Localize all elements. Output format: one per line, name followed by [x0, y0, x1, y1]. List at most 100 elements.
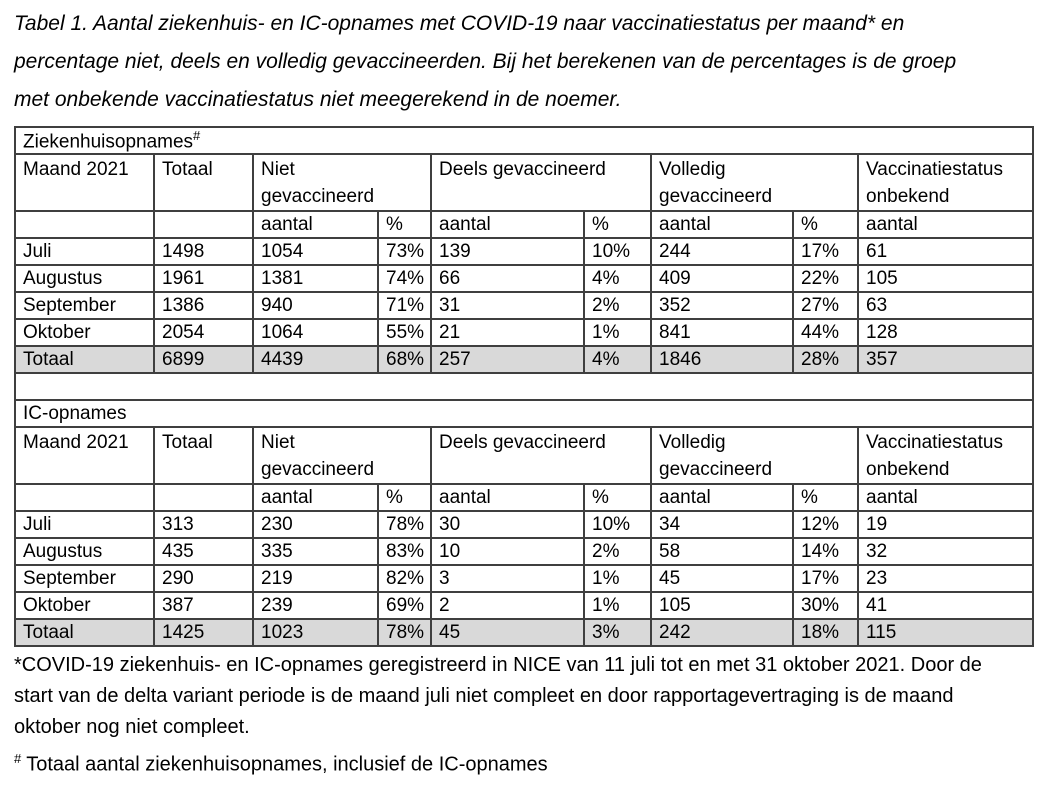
header-fully-vaccinated-label: Volledig gevaccineerd [659, 159, 773, 208]
header-month: Maand 2021 [14, 153, 155, 213]
header-partly-vaccinated: Deels gevaccineerd [430, 426, 652, 486]
percent-cell: 4% [583, 264, 652, 294]
table-row-ic-augustus: Augustus 435 335 83% 10 2% 58 14% 32 [14, 537, 1035, 567]
caption-line-1: Tabel 1. Aantal ziekenhuis- en IC-opname… [14, 12, 905, 35]
percent-cell: 10% [583, 510, 652, 540]
count-cell: 242 [650, 618, 794, 648]
percent-cell: 69% [377, 591, 432, 621]
percent-cell: 30% [792, 591, 859, 621]
table-row-hospital-totaal: Totaal 6899 4439 68% 257 4% 1846 28% 357 [14, 345, 1035, 375]
table-row-ic-september: September 290 219 82% 3 1% 45 17% 23 [14, 564, 1035, 594]
footnote-hash-text: Totaal aantal ziekenhuisopnames, inclusi… [26, 753, 548, 776]
percent-cell: 44% [792, 318, 859, 348]
count-cell: 23 [856, 564, 1035, 594]
hospital-section-title-cell: Ziekenhuisopnames# [13, 125, 1035, 156]
percent-cell: 55% [377, 318, 432, 348]
caption-line-3: met onbekende vaccinatiestatus niet meeg… [14, 88, 622, 111]
month-cell: Augustus [14, 537, 155, 567]
count-cell: 230 [252, 510, 379, 540]
table-row-hospital-juli: Juli 1498 1054 73% 139 10% 244 17% 61 [14, 237, 1035, 267]
percent-cell: 17% [792, 564, 859, 594]
count-cell: 21 [430, 318, 585, 348]
total-cell: 1425 [153, 618, 254, 648]
ic-section-title: IC-opnames [23, 402, 127, 424]
count-cell: 1023 [252, 618, 379, 648]
percent-cell: 14% [792, 537, 859, 567]
ic-header-row: Maand 2021 Totaal Niet gevaccineerd Deel… [14, 426, 1035, 486]
total-cell: 6899 [153, 345, 254, 375]
table-row-ic-totaal: Totaal 1425 1023 78% 45 3% 242 18% 115 [14, 618, 1035, 648]
subheader-percent: % [583, 483, 652, 513]
header-month: Maand 2021 [14, 426, 155, 486]
count-cell: 105 [650, 591, 794, 621]
count-cell: 58 [650, 537, 794, 567]
hospital-section-row: Ziekenhuisopnames# [13, 125, 1035, 156]
count-cell: 357 [856, 345, 1035, 375]
total-cell: 435 [153, 537, 254, 567]
percent-cell: 2% [583, 291, 652, 321]
total-cell: 1498 [153, 237, 254, 267]
count-cell: 841 [650, 318, 794, 348]
header-status-unknown: Vaccinatiestatus onbekend [856, 426, 1035, 486]
empty-cell [153, 483, 254, 513]
count-cell: 239 [252, 591, 379, 621]
ic-section-row: IC-opnames [13, 399, 1035, 429]
total-cell: 387 [153, 591, 254, 621]
count-cell: 41 [856, 591, 1035, 621]
caption-line-2: percentage niet, deels en volledig gevac… [14, 50, 957, 73]
header-not-vaccinated-label: Niet gevaccineerd [261, 159, 375, 208]
count-cell: 4439 [252, 345, 379, 375]
count-cell: 352 [650, 291, 794, 321]
header-fully-vaccinated-label: Volledig gevaccineerd [659, 432, 773, 481]
header-fully-vaccinated: Volledig gevaccineerd [650, 426, 859, 486]
count-cell: 1381 [252, 264, 379, 294]
hospital-subheader-row: aantal % aantal % aantal % aantal [14, 210, 1035, 240]
subheader-percent: % [377, 210, 432, 240]
count-cell: 940 [252, 291, 379, 321]
header-fully-vaccinated: Volledig gevaccineerd [650, 153, 859, 213]
header-partly-vaccinated-label: Deels gevaccineerd [439, 159, 606, 181]
subheader-count: aantal [856, 210, 1035, 240]
header-status-unknown-label: Vaccinatiestatus onbekend [866, 432, 1003, 481]
table-caption: Tabel 1. Aantal ziekenhuis- en IC-opname… [14, 5, 1032, 119]
count-cell: 219 [252, 564, 379, 594]
table-row-ic-juli: Juli 313 230 78% 30 10% 34 12% 19 [14, 510, 1035, 540]
count-cell: 19 [856, 510, 1035, 540]
count-cell: 115 [856, 618, 1035, 648]
percent-cell: 12% [792, 510, 859, 540]
percent-cell: 3% [583, 618, 652, 648]
subheader-count: aantal [430, 210, 585, 240]
count-cell: 34 [650, 510, 794, 540]
subheader-count: aantal [252, 483, 379, 513]
subheader-count: aantal [650, 210, 794, 240]
percent-cell: 82% [377, 564, 432, 594]
header-not-vaccinated: Niet gevaccineerd [252, 426, 432, 486]
count-cell: 128 [856, 318, 1035, 348]
total-cell: 2054 [153, 318, 254, 348]
count-cell: 409 [650, 264, 794, 294]
count-cell: 139 [430, 237, 585, 267]
percent-cell: 1% [583, 564, 652, 594]
month-cell: Augustus [14, 264, 155, 294]
count-cell: 335 [252, 537, 379, 567]
ic-subheader-row: aantal % aantal % aantal % aantal [14, 483, 1035, 513]
footnote-hash-marker: # [14, 751, 22, 767]
total-cell: 1961 [153, 264, 254, 294]
footnote-star: *COVID-19 ziekenhuis- en IC-opnames gere… [14, 650, 1032, 743]
percent-cell: 1% [583, 318, 652, 348]
header-total: Totaal [153, 153, 254, 213]
count-cell: 30 [430, 510, 585, 540]
header-not-vaccinated: Niet gevaccineerd [252, 153, 432, 213]
count-cell: 61 [856, 237, 1035, 267]
header-status-unknown: Vaccinatiestatus onbekend [856, 153, 1035, 213]
count-cell: 1846 [650, 345, 794, 375]
count-cell: 1064 [252, 318, 379, 348]
percent-cell: 27% [792, 291, 859, 321]
count-cell: 244 [650, 237, 794, 267]
month-cell: Oktober [14, 318, 155, 348]
percent-cell: 17% [792, 237, 859, 267]
count-cell: 45 [430, 618, 585, 648]
percent-cell: 74% [377, 264, 432, 294]
spacer-cell [13, 372, 1035, 402]
footnotes: *COVID-19 ziekenhuis- en IC-opnames gere… [14, 650, 1032, 781]
